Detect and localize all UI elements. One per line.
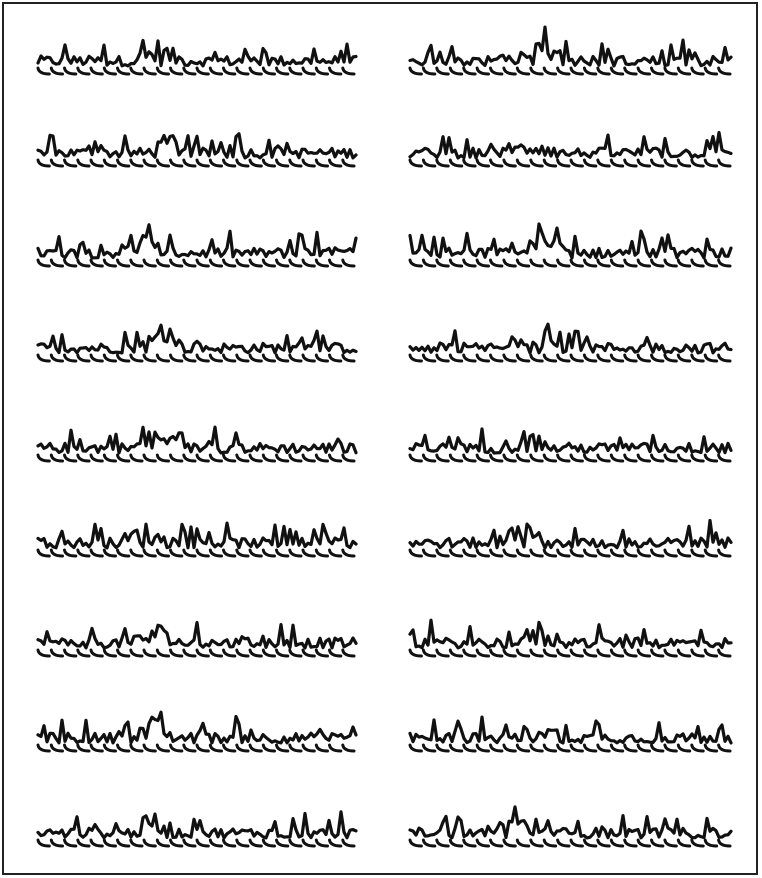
figure: [0, 0, 762, 878]
page: (() => { const data = JSON.parse(documen…: [0, 0, 762, 878]
